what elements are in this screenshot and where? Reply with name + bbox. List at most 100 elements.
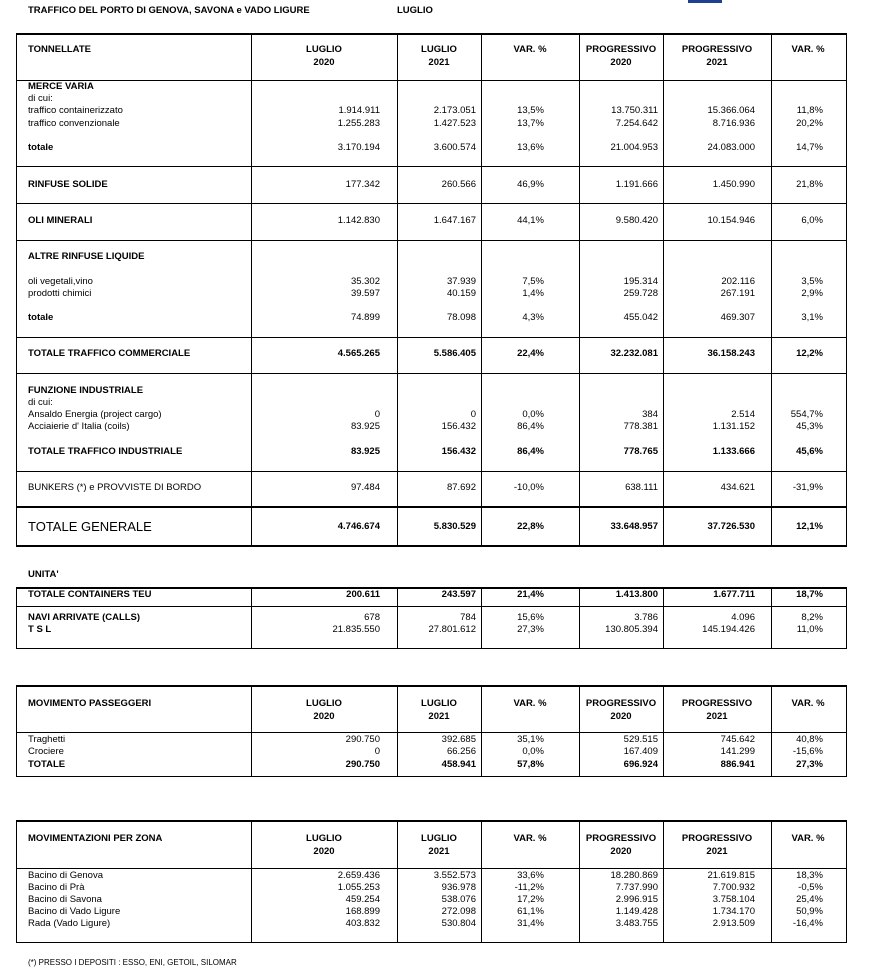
column-rule (251, 685, 252, 776)
cell-value: 57,8% (517, 759, 544, 770)
cell-value: 8.716.936 (712, 118, 755, 129)
cell-value: 4.746.674 (337, 521, 380, 532)
column-header: 2020 (610, 711, 632, 722)
cell-value: 6,0% (801, 215, 823, 226)
rule (16, 506, 847, 508)
row-label: ALTRE RINFUSE LIQUIDE (28, 251, 145, 262)
cell-value: 1.450.990 (712, 179, 755, 190)
cell-value: 156.432 (441, 446, 476, 457)
cell-value: 45,6% (796, 446, 823, 457)
cell-value: 7.254.642 (615, 118, 658, 129)
row-label: Bacino di Vado Ligure (28, 906, 121, 917)
cell-value: 2.913.509 (712, 918, 755, 929)
cell-value: 10.154.946 (707, 215, 755, 226)
column-rule (663, 587, 664, 648)
section-title: UNITA' (28, 569, 59, 580)
rule (16, 545, 847, 547)
cell-value: 83.925 (350, 446, 380, 457)
cell-value: 86,4% (517, 421, 544, 432)
row-label: FUNZIONE INDUSTRIALE (28, 385, 144, 396)
column-header: 2021 (706, 846, 728, 857)
row-label: Traghetti (28, 734, 66, 745)
cell-value: 459.254 (345, 894, 380, 905)
cell-value: 469.307 (720, 312, 755, 323)
cell-value: 554,7% (790, 409, 823, 420)
cell-value: 384 (642, 409, 658, 420)
cell-value: 455.042 (623, 312, 658, 323)
cell-value: 1.734.170 (712, 906, 755, 917)
column-header: 2021 (428, 846, 450, 857)
cell-value: 243.597 (441, 589, 476, 600)
cell-value: 39.597 (350, 288, 380, 299)
cell-value: 1.413.800 (615, 589, 658, 600)
row-label: Bacino di Prà (28, 882, 85, 893)
column-header: PROGRESSIVO (681, 698, 753, 709)
row-label: totale (28, 142, 54, 153)
column-header: VAR. % (513, 44, 547, 55)
cell-value: 11,8% (796, 105, 823, 116)
rule (16, 337, 847, 338)
cell-value: 290.750 (345, 734, 380, 745)
report-month: LUGLIO (397, 5, 433, 16)
cell-value: 18,7% (796, 589, 823, 600)
cell-value: 1.255.283 (337, 118, 380, 129)
cell-value: 3.170.194 (337, 142, 380, 153)
cell-value: 18.280.869 (610, 870, 658, 881)
cell-value: 20,2% (796, 118, 823, 129)
cell-value: 202.116 (721, 276, 755, 287)
column-rule (846, 587, 847, 648)
row-label: di cui: (28, 93, 53, 104)
cell-value: 145.194.426 (702, 624, 755, 635)
column-header: 2021 (428, 57, 450, 68)
cell-value: 778.381 (623, 421, 658, 432)
row-label: NAVI ARRIVATE (CALLS) (28, 612, 141, 623)
cell-value: 168.899 (345, 906, 380, 917)
footnote: (*) PRESSO I DEPOSITI : ESSO, ENI, GETOI… (28, 958, 237, 967)
row-label: Bacino di Genova (28, 870, 103, 881)
cell-value: 4.565.265 (337, 348, 380, 359)
logo-mark (688, 0, 722, 3)
cell-value: 32.232.081 (610, 348, 658, 359)
rule (16, 942, 847, 943)
cell-value: 7.700.932 (712, 882, 755, 893)
row-label: Crociere (28, 746, 64, 757)
row-label: Rada (Vado Ligure) (28, 918, 111, 929)
cell-value: -10,0% (513, 482, 544, 493)
cell-value: 36.158.243 (707, 348, 755, 359)
column-rule (663, 33, 664, 546)
column-rule (251, 33, 252, 546)
column-header: 2020 (313, 711, 335, 722)
cell-value: 167.409 (623, 746, 658, 757)
cell-value: 141.299 (720, 746, 755, 757)
column-rule (397, 685, 398, 776)
column-rule (251, 587, 252, 648)
cell-value: 3.552.573 (433, 870, 476, 881)
cell-value: 7.737.990 (615, 882, 658, 893)
column-header: 2020 (610, 846, 632, 857)
cell-value: 1.131.152 (712, 421, 755, 432)
row-label: OLI MINERALI (28, 215, 93, 226)
rule (16, 776, 847, 777)
cell-value: 0 (470, 409, 476, 420)
cell-value: 784 (460, 612, 476, 623)
row-label: RINFUSE SOLIDE (28, 179, 108, 190)
cell-value: 260.566 (441, 179, 476, 190)
cell-value: 37.726.530 (707, 521, 755, 532)
cell-value: 33,6% (517, 870, 544, 881)
cell-value: 33.648.957 (610, 521, 658, 532)
column-rule (481, 820, 482, 942)
column-header: 2021 (428, 711, 450, 722)
row-label: TOTALE TRAFFICO COMMERCIALE (28, 348, 191, 359)
cell-value: 1.149.428 (615, 906, 658, 917)
cell-value: 12,1% (796, 521, 823, 532)
column-header: PROGRESSIVO (585, 44, 657, 55)
row-label: prodotti chimici (28, 288, 92, 299)
cell-value: 1.142.830 (337, 215, 380, 226)
cell-value: 27,3% (517, 624, 544, 635)
cell-value: -11,2% (514, 882, 544, 893)
cell-value: 22,8% (517, 521, 544, 532)
cell-value: 1.914.911 (338, 105, 380, 116)
column-header: VAR. % (791, 698, 825, 709)
cell-value: 44,1% (517, 215, 544, 226)
column-rule (16, 33, 17, 546)
